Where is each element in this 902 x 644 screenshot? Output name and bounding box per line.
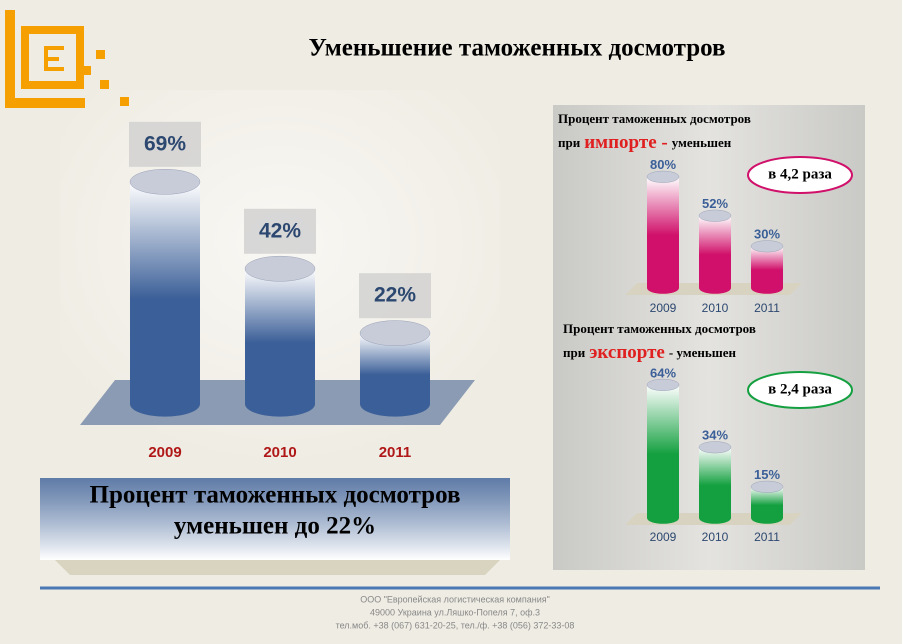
value-label: 69% bbox=[144, 132, 186, 155]
footer-line: тел.моб. +38 (067) 631-20-25, тел./ф. +3… bbox=[336, 620, 575, 630]
title-part: уменьшен bbox=[672, 135, 732, 150]
value-label: 15% bbox=[754, 467, 780, 482]
title-part: при bbox=[563, 345, 586, 360]
value-label-box bbox=[244, 208, 316, 254]
bar bbox=[647, 176, 679, 294]
x-tick-label: 2010 bbox=[702, 301, 729, 315]
title-part: экспорте bbox=[589, 342, 665, 363]
chart-title: Процент таможенных досмотров bbox=[558, 111, 751, 126]
bar-cap bbox=[698, 209, 732, 222]
caption-line: уменьшен до 22% bbox=[174, 513, 376, 540]
bar-cap bbox=[244, 255, 316, 282]
bar bbox=[751, 486, 783, 524]
bar bbox=[130, 181, 200, 417]
x-tick-label: 2011 bbox=[754, 530, 780, 544]
value-label: 52% bbox=[702, 196, 728, 211]
annotation-badge bbox=[747, 371, 853, 409]
bar-cap bbox=[750, 240, 784, 253]
value-label: 64% bbox=[650, 365, 676, 380]
x-tick-label: 2009 bbox=[148, 444, 181, 461]
logo bbox=[5, 10, 129, 108]
caption-line: Процент таможенных досмотров bbox=[90, 482, 461, 509]
title-part: - уменьшен bbox=[669, 345, 737, 360]
caption-box bbox=[40, 478, 510, 560]
bar bbox=[360, 333, 430, 417]
value-label-box bbox=[359, 273, 431, 319]
x-tick-label: 2011 bbox=[379, 444, 412, 461]
x-tick-label: 2010 bbox=[263, 444, 296, 461]
bar bbox=[699, 447, 731, 524]
x-tick-label: 2009 bbox=[650, 301, 677, 315]
value-label-box bbox=[129, 121, 201, 167]
value-label: 80% bbox=[650, 157, 676, 172]
x-tick-label: 2010 bbox=[702, 530, 729, 544]
annotation: в 4,2 раза bbox=[768, 166, 832, 182]
x-tick-label: 2009 bbox=[650, 530, 677, 544]
chart-title: при импорте - уменьшен bbox=[558, 132, 732, 153]
bar bbox=[245, 268, 315, 417]
title-part: при bbox=[558, 135, 581, 150]
chart-title: при экспорте - уменьшен bbox=[563, 342, 737, 363]
title-part: импорте - bbox=[584, 132, 668, 153]
value-label: 34% bbox=[702, 428, 728, 443]
bar-cap bbox=[750, 480, 784, 493]
chart-title: Процент таможенных досмотров bbox=[563, 321, 756, 336]
bar-cap bbox=[646, 170, 680, 183]
x-tick-label: 2011 bbox=[754, 301, 780, 315]
bar bbox=[699, 215, 731, 294]
value-label: 42% bbox=[259, 219, 301, 242]
bar-cap bbox=[646, 378, 680, 391]
bar-cap bbox=[698, 441, 732, 454]
bar bbox=[647, 384, 679, 524]
bar bbox=[751, 246, 783, 294]
annotation-badge bbox=[747, 156, 853, 194]
bar-cap bbox=[129, 168, 201, 195]
value-label: 22% bbox=[374, 284, 416, 307]
bar-cap bbox=[359, 320, 431, 347]
footer-line: ООО "Европейская логистическая компания" bbox=[360, 594, 550, 604]
annotation: в 2,4 раза bbox=[768, 381, 832, 397]
footer-line: 49000 Украина ул.Ляшко-Попеля 7, оф.3 bbox=[370, 607, 540, 617]
value-label: 30% bbox=[754, 227, 780, 242]
slide-title: Уменьшение таможенных досмотров bbox=[308, 35, 725, 62]
